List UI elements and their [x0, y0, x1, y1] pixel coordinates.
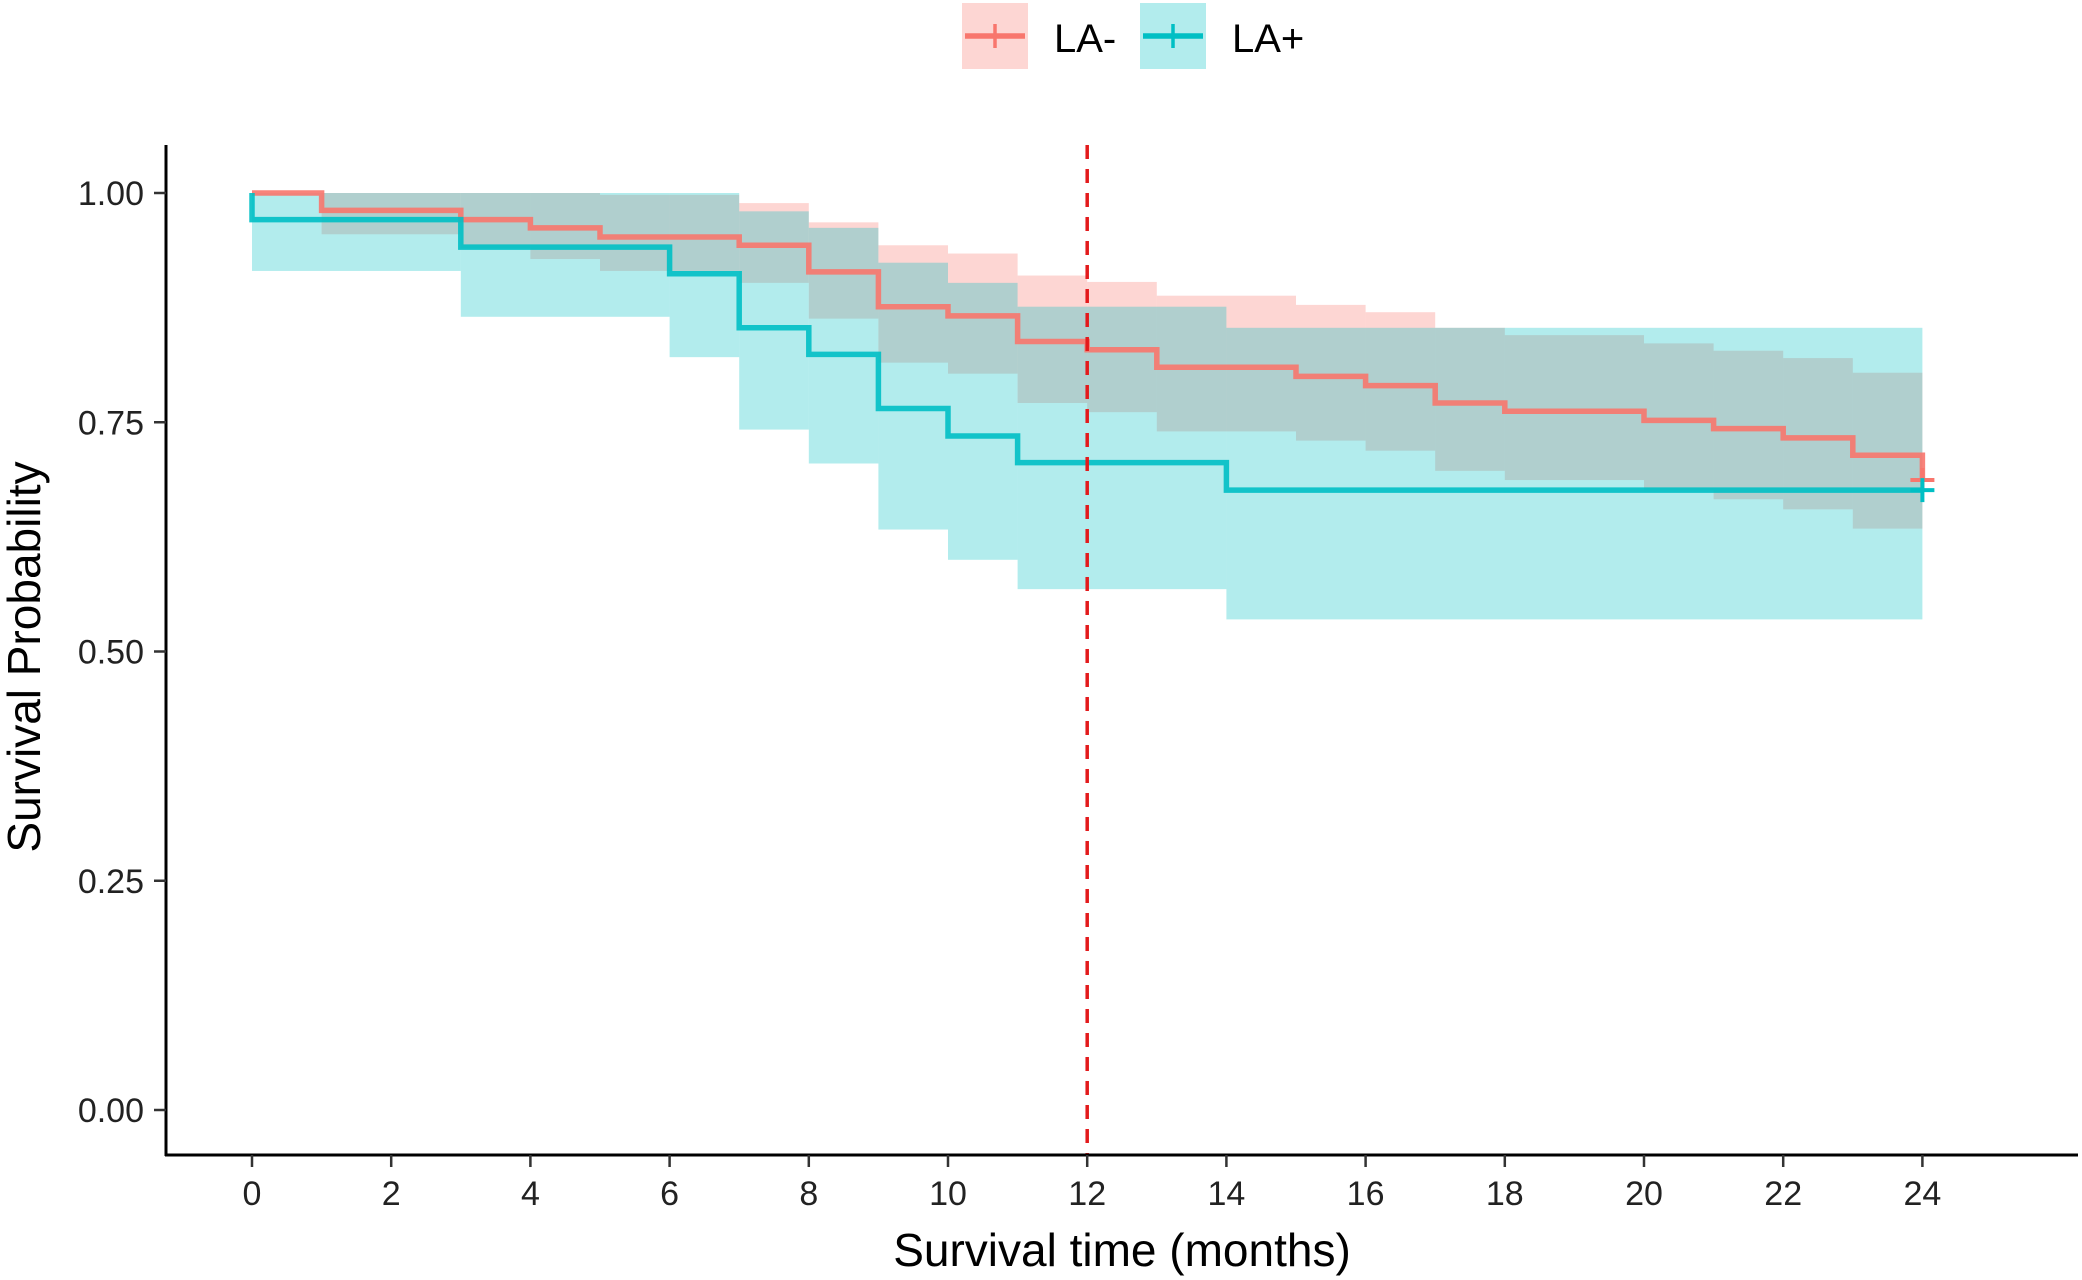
band-LA+-5	[878, 262, 948, 530]
x-tick-label-18: 18	[1486, 1175, 1524, 1213]
x-tick-label-10: 10	[929, 1175, 967, 1213]
x-tick-label-14: 14	[1207, 1175, 1245, 1213]
y-tick-label-1: 1.00	[78, 175, 144, 213]
x-tick-label-24: 24	[1903, 1175, 1941, 1213]
x-tick-label-20: 20	[1625, 1175, 1663, 1213]
y-axis-title: Survival Probability	[0, 461, 50, 852]
band-LA--13	[1365, 312, 1436, 451]
band-LA--10	[1087, 281, 1157, 413]
y-tick-label-0.5: 0.50	[78, 634, 144, 672]
band-LA+-4	[808, 227, 879, 464]
y-tick-label-0: 0.00	[78, 1092, 144, 1130]
band-LA--1	[321, 193, 461, 235]
x-tick-label-0: 0	[243, 1175, 262, 1213]
x-tick-label-12: 12	[1068, 1175, 1106, 1213]
x-tick-label-6: 6	[660, 1175, 679, 1213]
x-axis-title: Survival time (months)	[893, 1224, 1351, 1276]
band-LA+-1	[460, 193, 670, 317]
band-LA+-6	[948, 282, 1018, 560]
band-LA--14	[1435, 327, 1505, 471]
band-LA--17	[1713, 350, 1784, 500]
legend-label-LA-: LA-	[1054, 17, 1116, 61]
band-LA+-7	[1017, 306, 1227, 590]
x-tick-label-16: 16	[1347, 1175, 1385, 1213]
band-LA--12	[1296, 304, 1366, 441]
band-LA--19	[1852, 372, 1923, 529]
y-tick-label-0.25: 0.25	[78, 863, 144, 901]
x-tick-label-4: 4	[521, 1175, 540, 1213]
band-LA--7	[878, 245, 948, 363]
legend: LA- LA+	[962, 3, 1304, 69]
band-LA--18	[1783, 358, 1853, 510]
band-LA--15	[1504, 335, 1644, 481]
x-tick-label-2: 2	[382, 1175, 401, 1213]
band-LA--11	[1156, 295, 1296, 432]
y-tick-label-0.75: 0.75	[78, 404, 144, 442]
x-tick-label-8: 8	[799, 1175, 818, 1213]
axes: 0 2 4 6 8 10 12 14 16 18 20 22 240.000.250.500.751.0…	[78, 145, 2078, 1213]
band-LA--16	[1644, 343, 1714, 491]
band-LA+-0	[252, 193, 461, 271]
x-tick-label-22: 22	[1764, 1175, 1802, 1213]
band-LA+-8	[1226, 327, 1923, 620]
legend-label-LA+: LA+	[1232, 17, 1304, 61]
curve-LA+	[249, 193, 1923, 493]
